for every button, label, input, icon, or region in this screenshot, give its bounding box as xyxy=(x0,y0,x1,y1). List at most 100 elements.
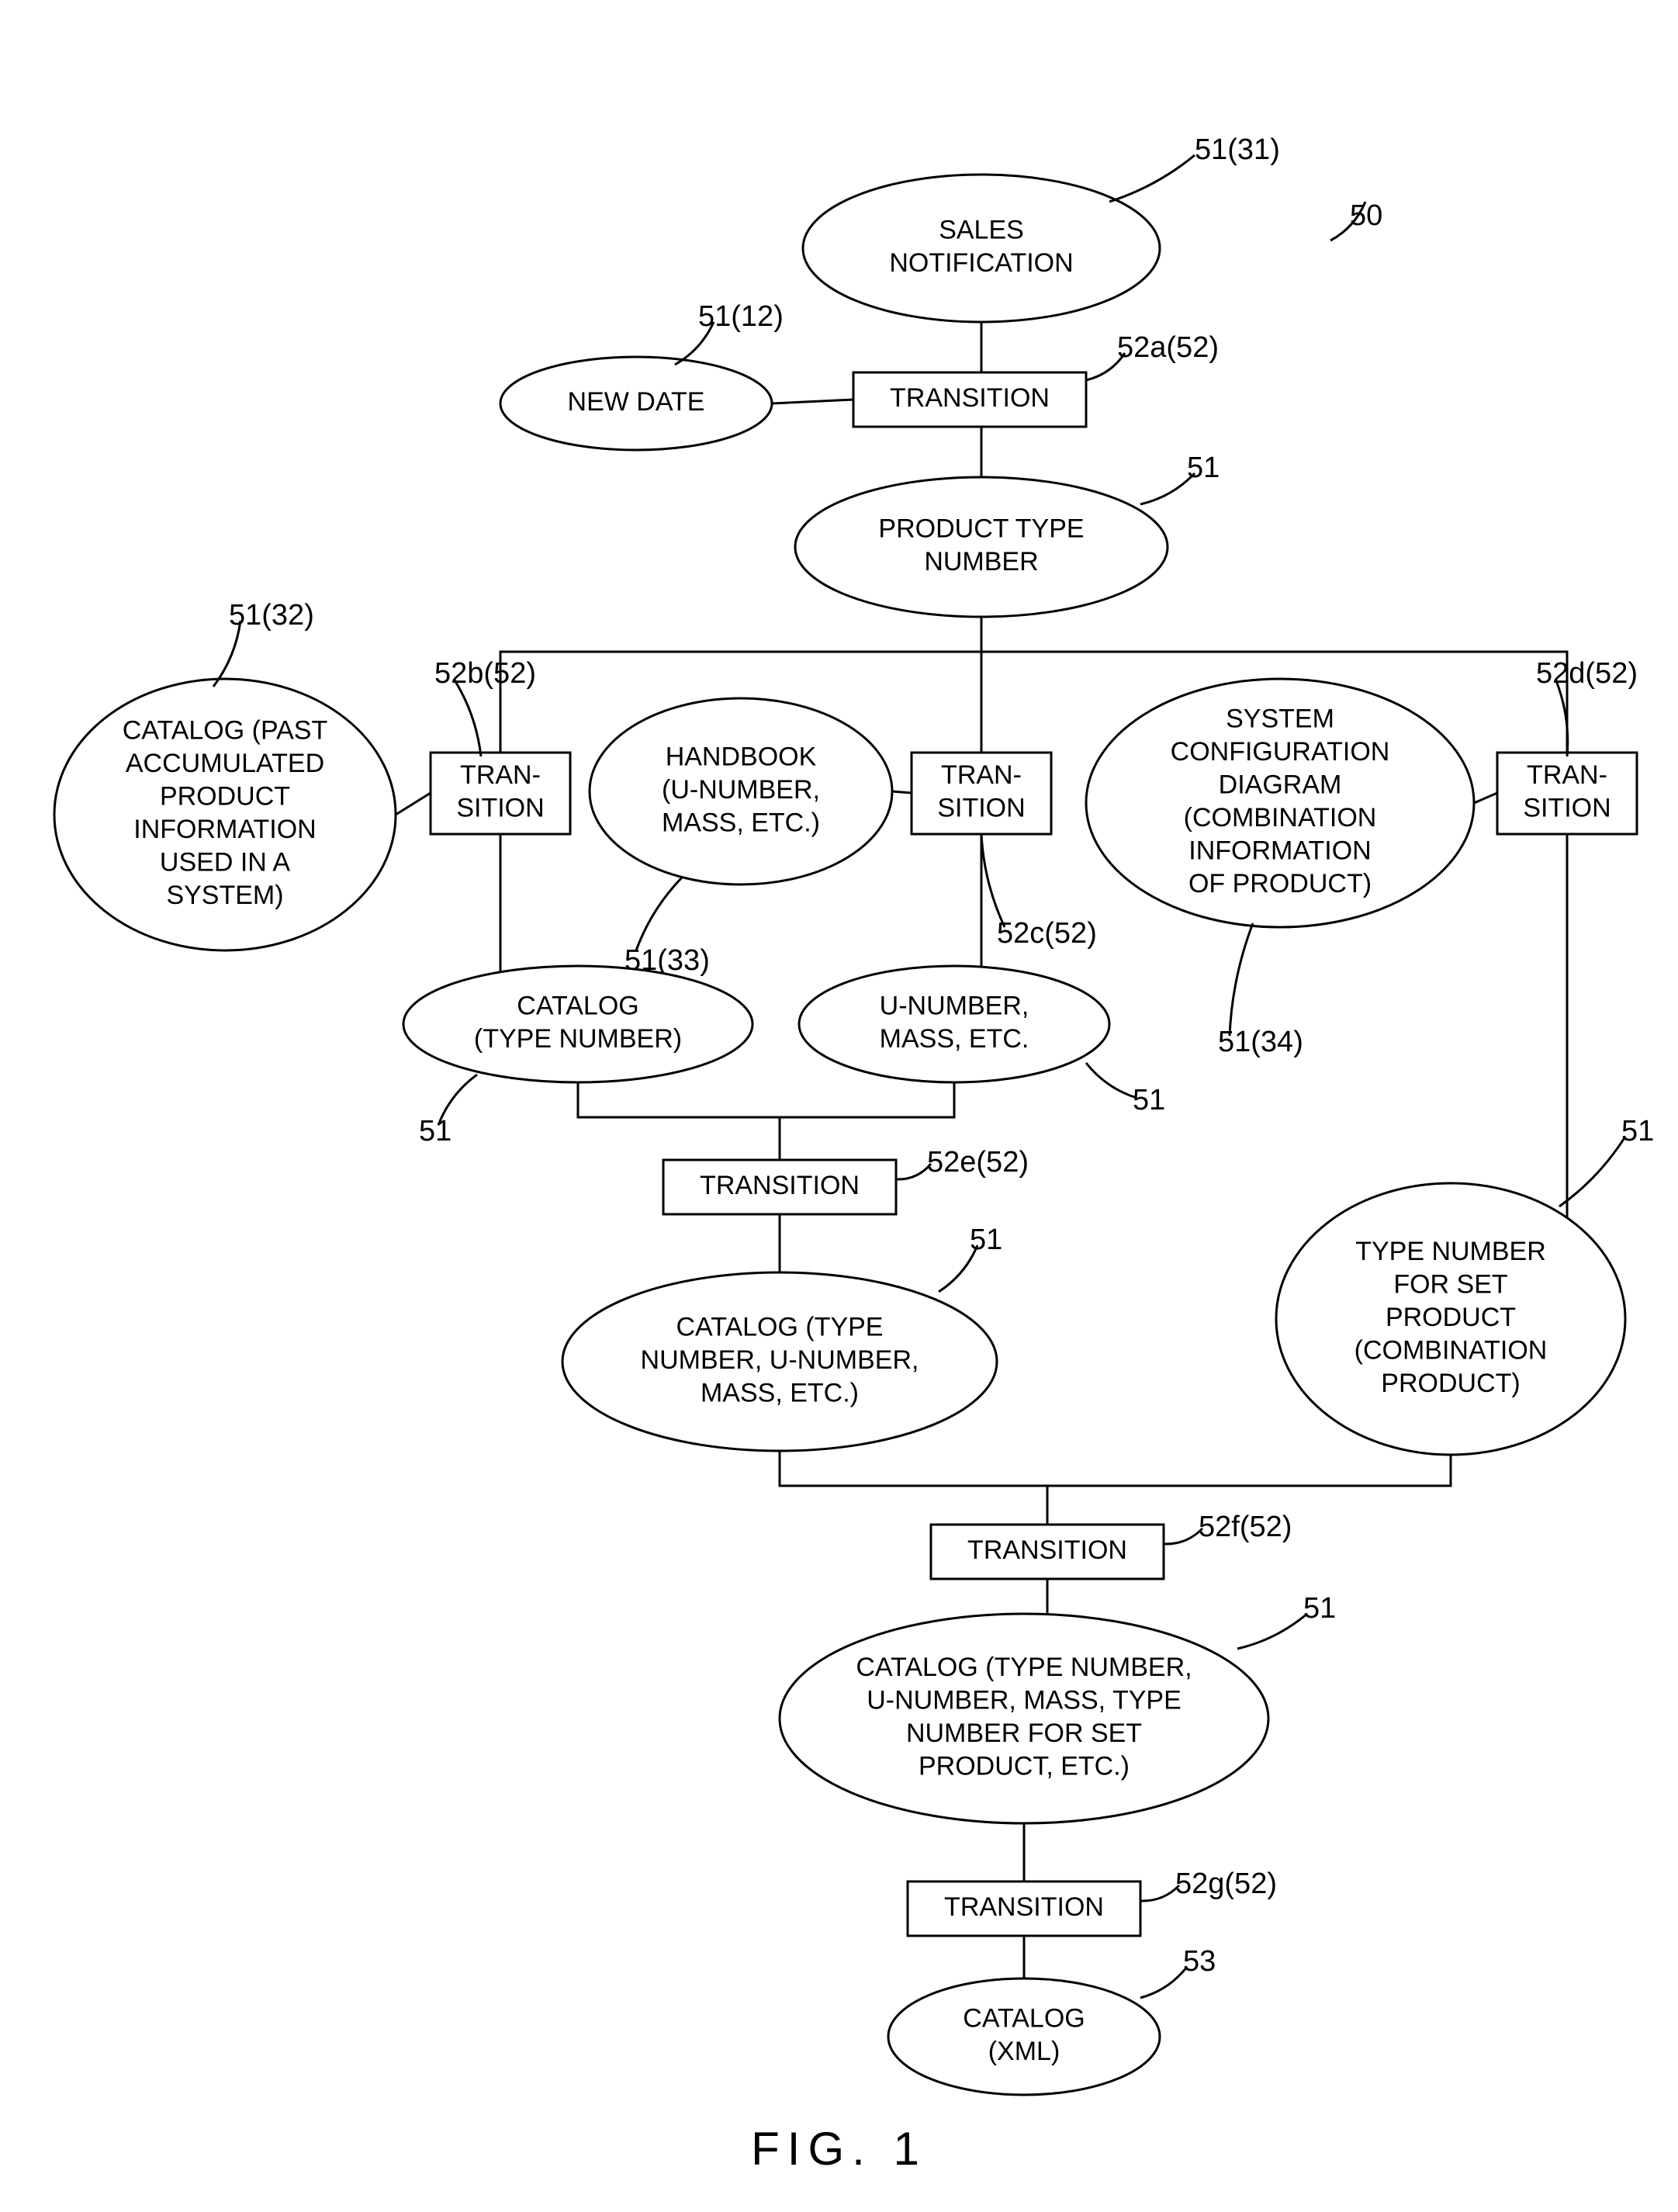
catalog_type-label: (TYPE NUMBER) xyxy=(474,1024,682,1054)
transition_c-ref: 52c(52) xyxy=(997,917,1097,950)
transition_c-label: SITION xyxy=(937,794,1025,823)
node-handbook: HANDBOOK(U-NUMBER,MASS, ETC.)51(33) xyxy=(590,698,892,977)
type_number_set-ref: 51 xyxy=(1621,1115,1654,1148)
flowchart-canvas: M 1265 415 L 1265 480M 995 520 L 1100 51… xyxy=(0,0,1678,2212)
type_number_set-label: (COMBINATION xyxy=(1355,1335,1548,1365)
node-transition_d: TRAN- SITION 52d(52) xyxy=(1497,657,1638,834)
node-new_date: NEW DATE 51(12) xyxy=(500,300,784,450)
catalog_past-label: ACCUMULATED xyxy=(126,749,324,778)
sys_config-label: OF PRODUCT) xyxy=(1188,869,1372,898)
node-catalog_xml: CATALOG (XML) 53 xyxy=(888,1945,1216,2095)
catalog_big-leader xyxy=(1237,1614,1307,1649)
node-transition_a: TRANSITION 52a(52) xyxy=(853,331,1219,427)
handbook-leader xyxy=(636,877,683,950)
transition_e-ref: 52e(52) xyxy=(927,1146,1029,1179)
node-catalog_past: CATALOG (PAST ACCUMULATED PRODUCT INFORMATI… xyxy=(54,599,396,950)
catalog_big-ref: 51 xyxy=(1303,1592,1336,1625)
transition_f-label: TRANSITION xyxy=(967,1535,1127,1565)
catalog_past-label: SYSTEM) xyxy=(166,881,283,910)
edge: M 1005 1870 L 1005 1915 L 1350 1915 L 13… xyxy=(780,1451,1047,1525)
sys_config-label: DIAGRAM xyxy=(1219,770,1342,800)
node-transition_g: TRANSITION 52g(52) xyxy=(908,1868,1277,1936)
node-transition_c: TRAN- SITION 52c(52) xyxy=(912,753,1097,950)
sales_notification-label: SALES xyxy=(939,216,1024,245)
catalog_xml-label: CATALOG xyxy=(963,2004,1085,2034)
transition_d-ref: 52d(52) xyxy=(1536,657,1638,690)
sys_config-label: INFORMATION xyxy=(1188,836,1371,866)
new_date-label: NEW DATE xyxy=(568,387,705,417)
transition_g-ref: 52g(52) xyxy=(1175,1868,1277,1900)
catalog_type-label: CATALOG xyxy=(517,992,638,1021)
edge: M 510 1050 L 555 1022 xyxy=(396,793,431,815)
transition_g-leader xyxy=(1140,1885,1179,1901)
catalog_past-label: PRODUCT xyxy=(160,782,290,812)
sys_config-ref: 51(34) xyxy=(1218,1026,1303,1058)
node-sys_config: SYSTEMCONFIGURATIONDIAGRAM(COMBINATIONIN… xyxy=(1086,679,1474,1058)
type_number_set-label: PRODUCT) xyxy=(1381,1369,1520,1398)
catalog_past-label: CATALOG (PAST xyxy=(123,716,327,746)
catalog_past-label: INFORMATION xyxy=(133,815,316,844)
sys_config-label: SYSTEM xyxy=(1226,704,1334,734)
catalog_combined-ref: 51 xyxy=(970,1224,1002,1256)
edge: M 1150 1020 L 1175 1022 xyxy=(892,791,912,793)
edge: M 1900 1035 L 1930 1022 xyxy=(1474,793,1497,803)
transition_b-leader xyxy=(454,679,481,756)
transition_e-leader xyxy=(896,1164,931,1179)
edge: M 995 520 L 1100 515 xyxy=(772,400,853,403)
handbook-label: HANDBOOK xyxy=(666,742,817,771)
transition_g-label: TRANSITION xyxy=(944,1892,1104,1922)
catalog_past-ref: 51(32) xyxy=(229,599,314,632)
transition_d-label: SITION xyxy=(1523,794,1611,823)
sales_notification-leader xyxy=(1109,155,1195,202)
node-product_type_number: PRODUCT TYPENUMBER51 xyxy=(795,452,1220,617)
unumber_mass-ref: 51 xyxy=(1133,1084,1165,1116)
node-catalog_big: CATALOG (TYPE NUMBER, U-NUMBER, MASS, TYP… xyxy=(780,1592,1336,1823)
node-transition_f: TRANSITION 52f(52) xyxy=(931,1511,1292,1579)
node-fifty: 50 xyxy=(1330,199,1382,241)
unumber_mass-label: MASS, ETC. xyxy=(880,1024,1029,1054)
transition_c-label: TRAN- xyxy=(941,760,1022,790)
catalog_combined-label: MASS, ETC.) xyxy=(701,1378,859,1407)
catalog_xml-leader xyxy=(1140,1967,1187,1998)
edge: M 1870 1875 L 1870 1915 L 1350 1915 xyxy=(1047,1455,1451,1486)
transition_f-ref: 52f(52) xyxy=(1199,1511,1292,1543)
transition_b-label: SITION xyxy=(456,794,544,823)
transition_e-label: TRANSITION xyxy=(700,1171,860,1200)
transition_a-label: TRANSITION xyxy=(890,383,1050,413)
unumber_mass-leader xyxy=(1086,1063,1137,1098)
transition_d-label: TRAN- xyxy=(1527,760,1607,790)
transition_f-leader xyxy=(1164,1528,1202,1544)
sys_config-label: CONFIGURATION xyxy=(1171,737,1390,767)
figure-label: FIG. 1 xyxy=(751,2123,927,2175)
type_number_set-leader xyxy=(1559,1137,1625,1206)
fifty-ref: 50 xyxy=(1350,199,1382,232)
sys_config-label: (COMBINATION xyxy=(1184,803,1377,833)
catalog_past-label: USED IN A xyxy=(160,848,290,878)
transition_d-leader xyxy=(1555,679,1568,756)
catalog_big-label: PRODUCT, ETC.) xyxy=(919,1752,1130,1781)
product_type_number-ref: 51 xyxy=(1187,452,1220,484)
type_number_set-label: TYPE NUMBER xyxy=(1355,1237,1546,1266)
catalog_big-label: CATALOG (TYPE NUMBER, xyxy=(856,1653,1192,1682)
type_number_set-label: FOR SET xyxy=(1393,1269,1507,1299)
type_number_set-label: PRODUCT xyxy=(1386,1303,1516,1332)
sales_notification-ref: 51(31) xyxy=(1195,133,1280,166)
unumber_mass-label: U-NUMBER, xyxy=(880,992,1029,1021)
catalog_combined-label: NUMBER, U-NUMBER, xyxy=(641,1345,919,1375)
transition_b-label: TRAN- xyxy=(460,760,541,790)
catalog_xml-label: (XML) xyxy=(988,2037,1060,2066)
sales_notification-label: NOTIFICATION xyxy=(889,248,1073,278)
edge: M 1230 1395 L 1230 1440 L 1005 1440 xyxy=(780,1082,954,1117)
edge: M 745 1395 L 745 1440 L 1005 1440 L 1005… xyxy=(578,1082,780,1160)
handbook-label: (U-NUMBER, xyxy=(662,775,820,805)
transition_c-leader xyxy=(981,834,1005,927)
transition_a-ref: 52a(52) xyxy=(1117,331,1219,364)
catalog_xml-ref: 53 xyxy=(1183,1945,1216,1978)
catalog_combined-label: CATALOG (TYPE xyxy=(676,1312,883,1341)
new_date-ref: 51(12) xyxy=(698,300,784,333)
catalog_big-label: U-NUMBER, MASS, TYPE xyxy=(867,1686,1182,1715)
node-unumber_mass: U-NUMBER, MASS, ETC. 51 xyxy=(799,966,1165,1116)
node-transition_e: TRANSITION 52e(52) xyxy=(663,1146,1029,1214)
nodes-group: SALES NOTIFICATION 51(31) 50 NEW DATE 51(12) T… xyxy=(54,133,1654,2095)
handbook-label: MASS, ETC.) xyxy=(662,808,820,837)
